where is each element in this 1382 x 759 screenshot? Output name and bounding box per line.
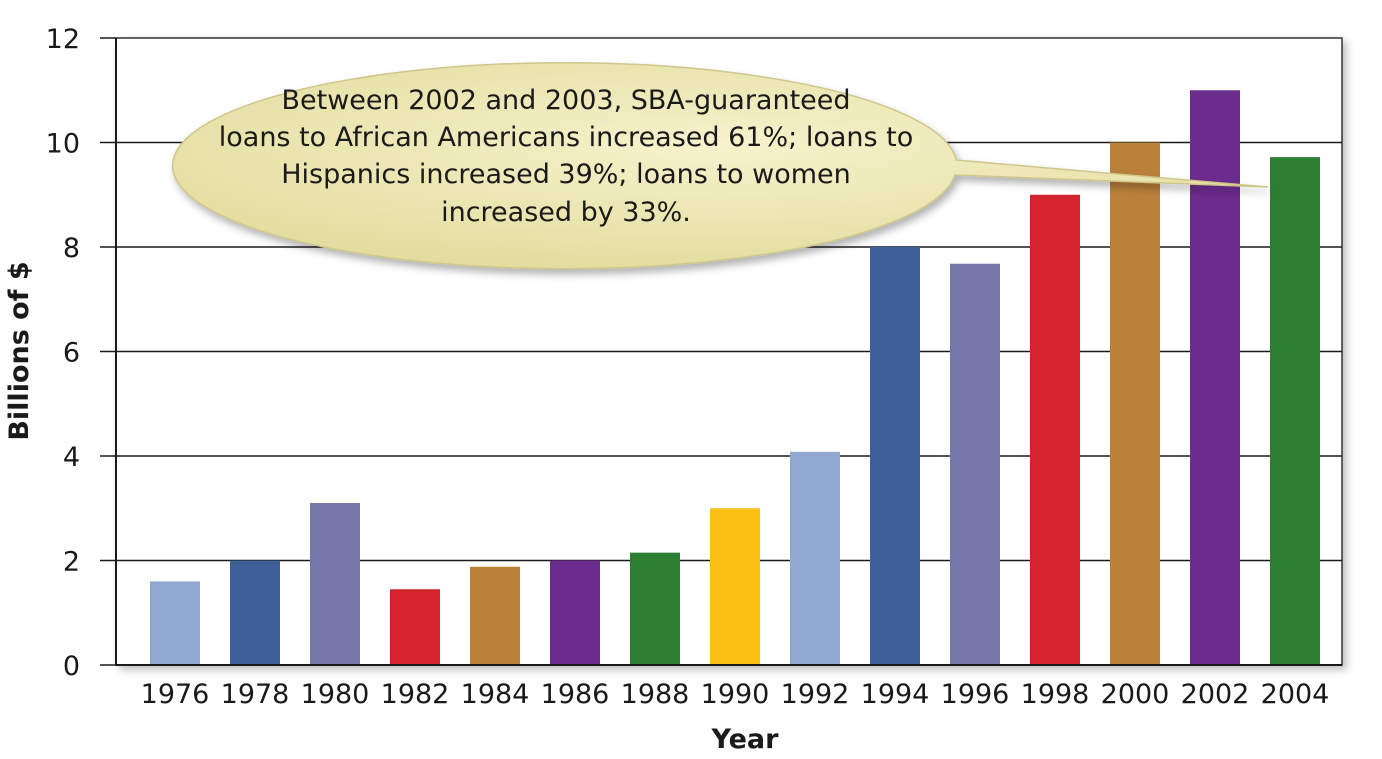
callout-bubble [171,61,1269,270]
y-axis-title: Billions of $ [4,261,35,440]
callout-line-2: loans to African Americans increased 61%… [219,122,914,153]
bar-1978 [230,560,280,665]
y-tick-label: 0 [63,651,80,682]
bar-1984 [470,566,520,665]
bar-1990 [710,508,760,665]
x-tick-label-1978: 1978 [221,679,290,710]
x-tick-label-1992: 1992 [781,679,850,710]
x-tick-label-2004: 2004 [1261,679,1330,710]
bar-2004 [1270,157,1320,665]
y-tick-label: 10 [46,129,80,160]
callout-line-3: Hispanics increased 39%; loans to women [281,159,851,190]
x-tick-label-1998: 1998 [1021,679,1090,710]
x-tick-label-1986: 1986 [541,679,610,710]
bar-1992 [790,451,840,665]
y-tick-labels: 0 2 4 6 8 10 12 [46,24,116,682]
bar-1980 [310,503,360,665]
x-tick-label-1980: 1980 [301,679,370,710]
bar-1988 [630,552,680,665]
y-tick-label: 2 [63,547,80,578]
bar-1986 [550,560,600,665]
x-tick-label-1984: 1984 [461,679,530,710]
annotation-callout: Between 2002 and 2003, SBA-guaranteed lo… [171,61,1269,270]
x-tick-label-1976: 1976 [141,679,210,710]
x-tick-labels: 1976 1978 1980 1982 1984 1986 1988 1990 1992 1994… [141,679,1330,710]
x-tick-label-1990: 1990 [701,679,770,710]
y-tick-label: 8 [63,233,80,264]
bar-1982 [390,589,440,665]
bar-1994 [870,247,920,665]
x-tick-label-2000: 2000 [1101,679,1170,710]
y-tick-label: 6 [63,338,80,369]
x-tick-label-1988: 1988 [621,679,690,710]
x-tick-label-2002: 2002 [1181,679,1250,710]
bar-1996 [950,263,1000,665]
bar-2002 [1190,90,1240,665]
x-tick-label-1994: 1994 [861,679,930,710]
x-tick-label-1982: 1982 [381,679,450,710]
bar-1976 [150,581,200,665]
x-axis-title: Year [711,724,780,755]
callout-line-4: increased by 33%. [441,197,691,228]
bar-2000 [1110,142,1160,665]
y-tick-label: 4 [63,442,80,473]
x-tick-label-1996: 1996 [941,679,1010,710]
bar-1998 [1030,194,1080,665]
y-tick-label: 12 [46,24,80,55]
callout-line-1: Between 2002 and 2003, SBA-guaranteed [281,85,850,116]
